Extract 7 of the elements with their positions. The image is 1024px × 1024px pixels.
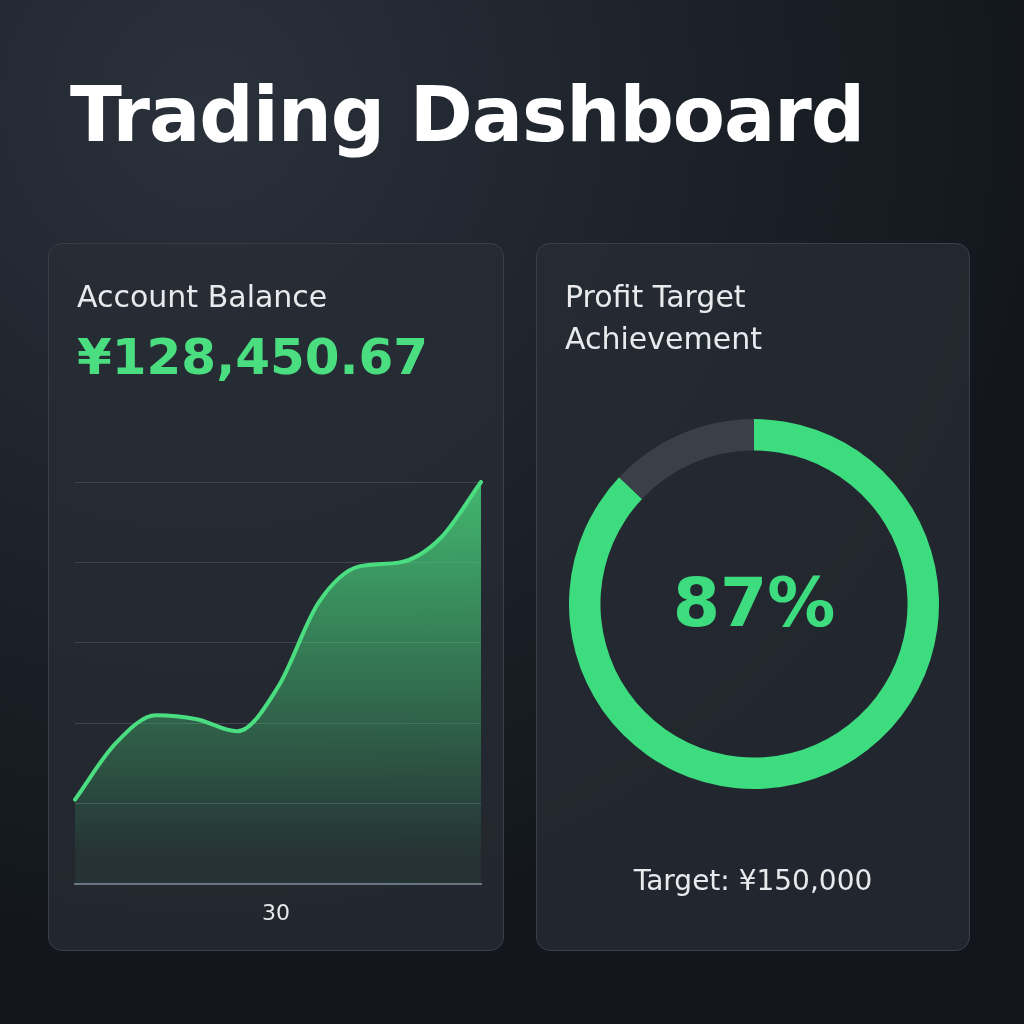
chart-subtitle: ¥128,450.67	[77, 328, 429, 386]
data-label: 87%	[672, 562, 836, 642]
chart-title: Profit Target Achievement	[565, 278, 763, 358]
text: Target: ¥150,000	[632, 864, 874, 897]
chart-title: Account Balance	[77, 278, 328, 316]
text: Trading Dashboard	[70, 70, 865, 159]
text: 30	[261, 900, 291, 925]
